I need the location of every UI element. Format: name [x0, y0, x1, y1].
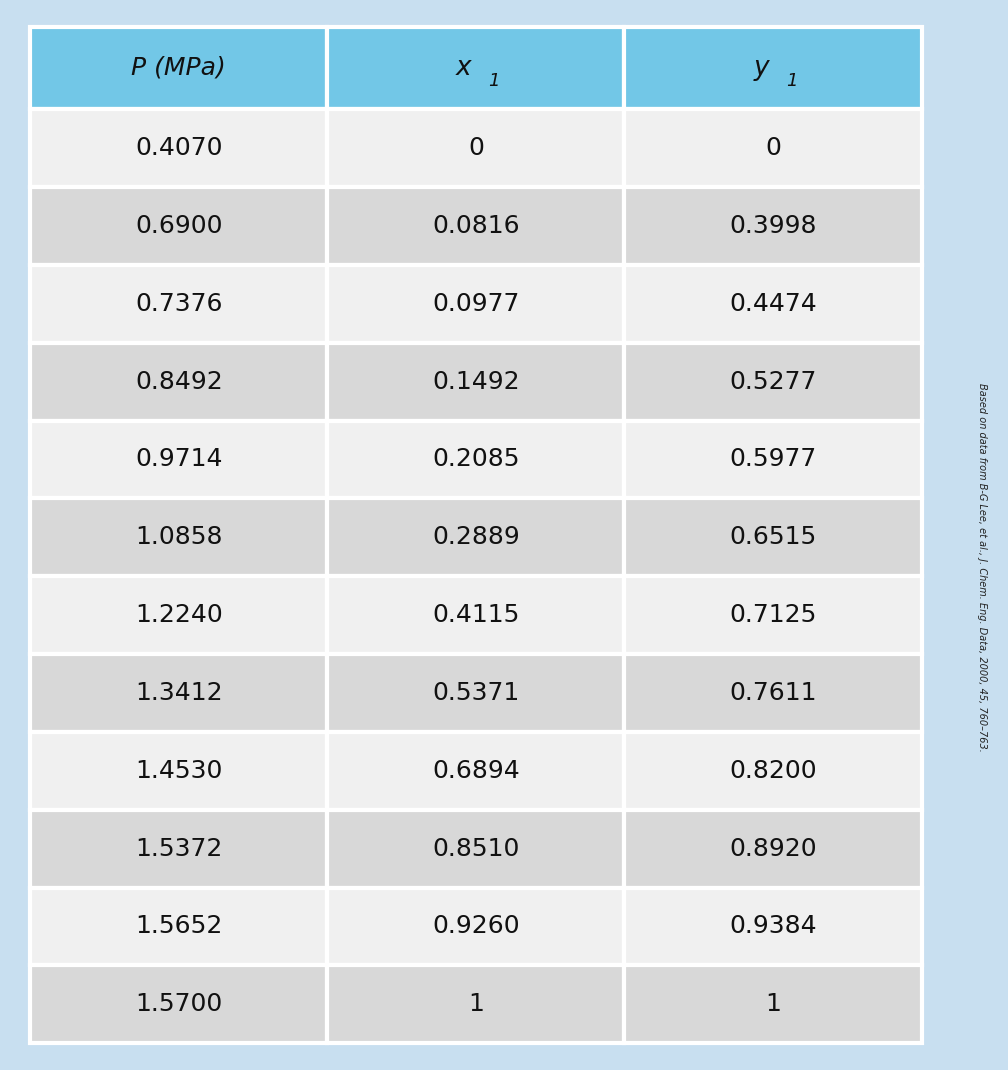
Text: 0.4474: 0.4474: [730, 292, 817, 316]
Text: 0.5371: 0.5371: [432, 681, 519, 705]
Bar: [624, 342, 922, 421]
Bar: [30, 732, 328, 810]
Bar: [30, 27, 328, 109]
Bar: [328, 109, 624, 187]
Bar: [624, 654, 922, 732]
Text: 0.9260: 0.9260: [432, 915, 520, 938]
Bar: [30, 576, 328, 654]
Text: Based on data from B-G Lee, et al., J. Chem. Eng. Data, 2000, 45, 760–763.: Based on data from B-G Lee, et al., J. C…: [977, 383, 987, 751]
Text: 1: 1: [488, 72, 500, 90]
Text: 0.7611: 0.7611: [730, 681, 817, 705]
Text: 0.8200: 0.8200: [730, 759, 817, 783]
Text: 0.8492: 0.8492: [135, 369, 223, 394]
Text: x: x: [456, 55, 472, 81]
Text: 0.9714: 0.9714: [135, 447, 223, 472]
Bar: [624, 810, 922, 887]
Text: 0.4070: 0.4070: [135, 136, 223, 160]
Bar: [328, 264, 624, 342]
Text: 1: 1: [765, 992, 781, 1016]
Bar: [328, 499, 624, 576]
Text: 0.4115: 0.4115: [432, 603, 519, 627]
Bar: [624, 887, 922, 965]
Bar: [328, 887, 624, 965]
Bar: [328, 732, 624, 810]
Text: 0.6900: 0.6900: [135, 214, 223, 238]
Text: 0.3998: 0.3998: [730, 214, 817, 238]
Text: 1: 1: [786, 72, 797, 90]
Text: 1: 1: [468, 992, 484, 1016]
Text: 0: 0: [765, 136, 781, 160]
Text: 0.7376: 0.7376: [135, 292, 223, 316]
Text: 0.2085: 0.2085: [432, 447, 519, 472]
Bar: [624, 421, 922, 499]
Text: 0.9384: 0.9384: [730, 915, 817, 938]
Text: 1.5700: 1.5700: [135, 992, 223, 1016]
Bar: [328, 654, 624, 732]
Text: 1.5652: 1.5652: [135, 915, 223, 938]
Bar: [30, 810, 328, 887]
Bar: [30, 187, 328, 264]
Bar: [328, 965, 624, 1043]
Text: 0.7125: 0.7125: [730, 603, 817, 627]
Text: 0.1492: 0.1492: [432, 369, 520, 394]
Bar: [30, 342, 328, 421]
Text: 0.2889: 0.2889: [432, 525, 520, 549]
Bar: [30, 109, 328, 187]
Text: 0: 0: [468, 136, 484, 160]
Bar: [30, 264, 328, 342]
Bar: [624, 109, 922, 187]
Bar: [30, 887, 328, 965]
Text: P (MPa): P (MPa): [131, 56, 226, 80]
Text: 0.8920: 0.8920: [730, 837, 817, 860]
Bar: [328, 810, 624, 887]
Text: 0.0977: 0.0977: [432, 292, 519, 316]
Bar: [328, 421, 624, 499]
Bar: [624, 732, 922, 810]
Bar: [30, 421, 328, 499]
Text: 1.5372: 1.5372: [135, 837, 223, 860]
Bar: [624, 576, 922, 654]
Bar: [624, 27, 922, 109]
Bar: [624, 965, 922, 1043]
Text: 0.6894: 0.6894: [432, 759, 520, 783]
Text: 1.2240: 1.2240: [135, 603, 223, 627]
Text: 0.6515: 0.6515: [730, 525, 816, 549]
Bar: [328, 187, 624, 264]
Bar: [624, 187, 922, 264]
Bar: [328, 27, 624, 109]
Text: 1.3412: 1.3412: [135, 681, 223, 705]
Bar: [328, 576, 624, 654]
Bar: [30, 499, 328, 576]
Text: y: y: [753, 55, 769, 81]
Bar: [328, 342, 624, 421]
Bar: [30, 654, 328, 732]
Bar: [624, 264, 922, 342]
Text: 1.4530: 1.4530: [135, 759, 223, 783]
Text: 0.5277: 0.5277: [730, 369, 817, 394]
Text: 0.0816: 0.0816: [432, 214, 520, 238]
Text: 0.8510: 0.8510: [432, 837, 519, 860]
Text: 1.0858: 1.0858: [135, 525, 223, 549]
Bar: [624, 499, 922, 576]
Bar: [30, 965, 328, 1043]
Text: 0.5977: 0.5977: [730, 447, 816, 472]
